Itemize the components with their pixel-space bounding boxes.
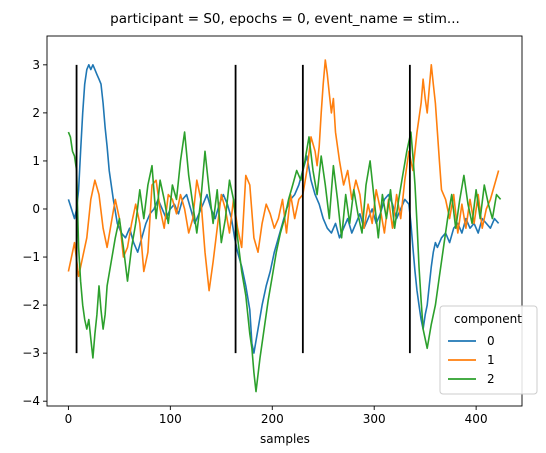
legend-label-1: 1 xyxy=(487,353,495,367)
series-line-0 xyxy=(67,64,500,354)
x-tick-label: 300 xyxy=(363,412,386,426)
y-tick-label: 3 xyxy=(32,58,40,72)
y-tick-label: −4 xyxy=(22,394,40,408)
series-line-2 xyxy=(67,131,502,393)
legend-label-0: 0 xyxy=(487,334,495,348)
x-axis: 0 100 200 300 400 xyxy=(65,406,488,426)
y-tick-label: −2 xyxy=(22,298,40,312)
legend-box xyxy=(439,305,538,395)
y-tick-label: −3 xyxy=(22,346,40,360)
legend-title: component xyxy=(454,312,522,326)
y-tick-label: −1 xyxy=(22,250,40,264)
x-tick-label: 400 xyxy=(465,412,488,426)
y-tick-label: 1 xyxy=(32,154,40,168)
y-tick-label: 2 xyxy=(32,106,40,120)
series-layer xyxy=(67,59,502,393)
x-tick-label: 200 xyxy=(261,412,284,426)
plot-frame xyxy=(46,35,523,407)
legend: component 0 1 2 xyxy=(439,305,538,395)
event-markers xyxy=(75,64,411,354)
x-axis-label: samples xyxy=(260,432,310,446)
x-tick-label: 100 xyxy=(159,412,182,426)
series-line-1 xyxy=(67,59,500,292)
chart-title: participant = S0, epochs = 0, event_name… xyxy=(110,11,460,27)
x-tick-label: 0 xyxy=(65,412,73,426)
legend-label-2: 2 xyxy=(487,372,495,386)
y-tick-label: 0 xyxy=(32,202,40,216)
y-axis: −4 −3 −2 −1 0 1 2 3 xyxy=(22,58,47,408)
